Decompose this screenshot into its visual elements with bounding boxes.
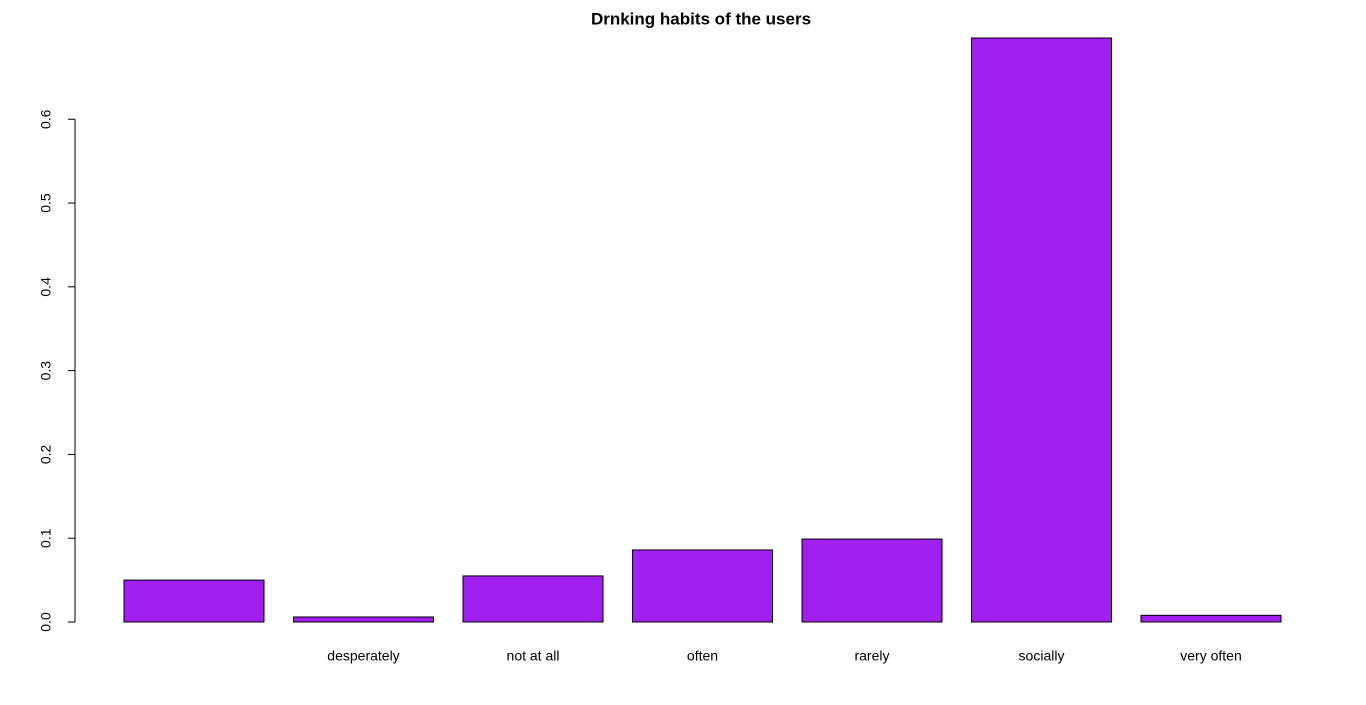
bar [293,616,434,623]
x-tick-label: rarely [854,648,889,664]
y-tick-label: 0.4 [38,277,54,297]
bar [801,538,943,623]
bar [1140,614,1282,623]
x-tick-label: socially [1019,648,1065,664]
y-tick-label: 0.0 [38,612,54,632]
y-tick-label: 0.5 [38,193,54,213]
bar [462,575,604,623]
x-tick-label: often [687,648,718,664]
x-tick-label: very often [1180,648,1241,664]
bar [632,549,773,623]
y-tick-label: 0.2 [38,444,54,464]
x-tick-label: not at all [507,648,560,664]
bar [123,579,265,623]
y-tick-label: 0.3 [38,361,54,381]
chart-title: Drnking habits of the users [591,9,811,28]
y-tick-label: 0.1 [38,528,54,548]
bar [971,37,1112,623]
y-tick-label: 0.6 [38,109,54,129]
x-tick-label: desperately [327,648,399,664]
